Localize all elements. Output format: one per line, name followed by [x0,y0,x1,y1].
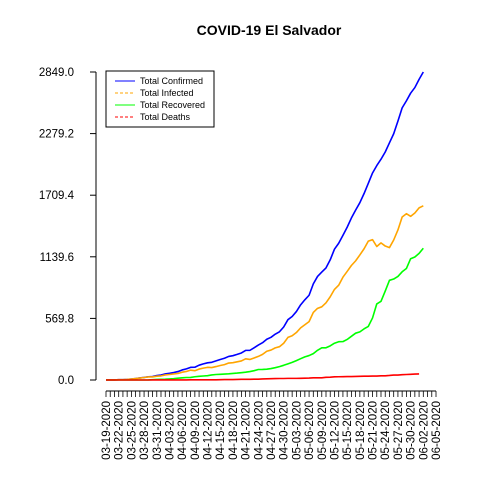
x-tick-label: 04-18-2020 [228,401,240,460]
x-tick-label: 05-12-2020 [329,401,341,460]
legend: Total Confirmed Total Infected Total Recov… [105,70,215,128]
x-tick-label: 05-18-2020 [355,401,367,460]
x-tick-label: 05-06-2020 [304,401,316,460]
x-tick-label: 06-02-2020 [418,401,430,460]
x-tick-label: 06-05-2020 [431,401,443,460]
series-line-total-recovered [106,247,424,381]
x-tick-label: 05-09-2020 [317,401,329,460]
y-tick-label: 1139.6 [40,252,74,264]
x-tick-label: 04-15-2020 [215,401,227,460]
x-tick-label: 03-25-2020 [126,401,138,460]
x-tick-label: 03-22-2020 [114,401,126,460]
legend-label-total-infected: Total Infected [140,88,194,98]
x-tick-label: 04-12-2020 [203,401,215,460]
x-tick-label: 04-24-2020 [253,401,265,460]
y-tick-label: 0.0 [58,375,74,387]
series-line-total-deaths [106,373,420,381]
x-axis: 03-19-2020 03-22-2020 03-25-2020 03-28-2020… [101,390,443,460]
y-tick-label: 2849.0 [39,67,74,79]
x-tick-label: 05-30-2020 [406,401,418,460]
legend-box [105,70,215,128]
series-layer [106,71,425,381]
x-tick-label: 03-19-2020 [101,401,113,460]
x-tick-label: 03-31-2020 [152,401,164,460]
x-tick-label: 04-21-2020 [241,401,253,460]
legend-label-total-deaths: Total Deaths [140,112,191,122]
x-tick-label: 04-30-2020 [279,401,291,460]
y-tick-label: 2279.2 [39,129,74,141]
x-tick-label: 05-03-2020 [291,401,303,460]
y-tick-label: 569.8 [45,313,74,325]
x-tick-label: 03-28-2020 [139,401,151,460]
x-tick-label: 04-27-2020 [266,401,278,460]
x-tick-label: 05-21-2020 [368,401,380,460]
y-axis: 0.0 569.8 1139.6 1709.4 2279.2 2849.0 [39,67,97,387]
y-tick-label: 1709.4 [39,190,75,202]
legend-label-total-recovered: Total Recovered [140,100,205,110]
x-tick-label: 05-27-2020 [393,401,405,460]
x-tick-label: 04-06-2020 [177,401,189,460]
x-tick-label: 04-03-2020 [164,401,176,460]
legend-label-total-confirmed: Total Confirmed [140,76,203,86]
x-tick-label: 05-24-2020 [380,401,392,460]
series-line-total-infected [106,205,424,381]
x-tick-label: 04-09-2020 [190,401,202,460]
x-tick-label: 05-15-2020 [342,401,354,460]
chart-title: COVID-19 El Salvador [197,22,342,38]
